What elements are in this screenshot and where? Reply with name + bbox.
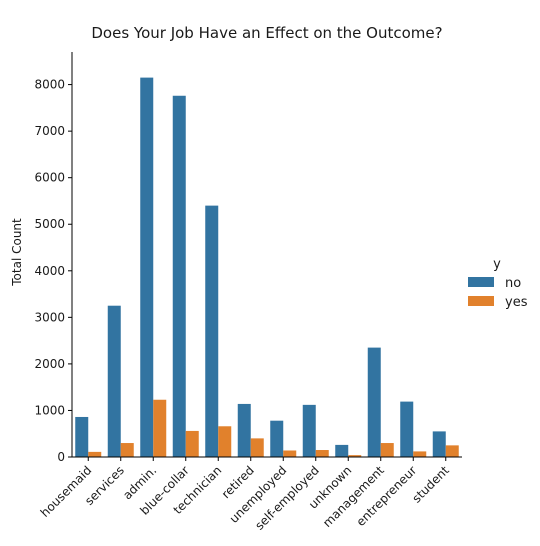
bar-yes-housemaid bbox=[88, 451, 102, 457]
bar-no-student bbox=[432, 431, 446, 457]
legend-label-yes: yes bbox=[505, 295, 528, 310]
bar-no-entrepreneur bbox=[400, 401, 414, 457]
legend-title: y bbox=[493, 257, 501, 272]
x-tick-label-housemaid: housemaid bbox=[38, 463, 95, 520]
bar-no-unknown bbox=[335, 444, 349, 457]
y-tick-label: 5000 bbox=[34, 217, 65, 231]
bar-yes-student bbox=[445, 445, 459, 457]
bar-no-technician bbox=[205, 205, 219, 457]
y-tick-label: 7000 bbox=[34, 124, 65, 138]
legend-label-no: no bbox=[505, 276, 521, 291]
bar-no-self-employed bbox=[302, 404, 316, 457]
bar-yes-blue-collar bbox=[185, 430, 199, 457]
y-ticks: 0 1000 2000 3000 4000 5000 6000 7000 8000 bbox=[34, 78, 72, 464]
bar-yes-management bbox=[380, 443, 394, 457]
bar-no-blue-collar bbox=[172, 95, 186, 458]
y-tick-label: 1000 bbox=[34, 403, 65, 417]
chart-title: Does Your Job Have an Effect on the Outc… bbox=[91, 24, 442, 42]
bar-no-services bbox=[107, 305, 121, 457]
legend-swatch-yes bbox=[468, 296, 494, 306]
bar-no-housemaid bbox=[75, 416, 89, 457]
x-tick-label-student: student bbox=[410, 463, 453, 506]
y-tick-label: 3000 bbox=[34, 310, 65, 324]
bars-layer bbox=[75, 77, 459, 458]
y-tick-label: 0 bbox=[57, 450, 65, 464]
y-tick-label: 8000 bbox=[34, 78, 65, 92]
bar-no-unemployed bbox=[270, 420, 284, 457]
y-tick-label: 6000 bbox=[34, 171, 65, 185]
bar-no-retired bbox=[237, 403, 251, 457]
legend: y no yes bbox=[468, 257, 528, 310]
bar-yes-entrepreneur bbox=[413, 451, 427, 457]
bar-no-admin. bbox=[140, 77, 154, 457]
y-axis-label: Total Count bbox=[10, 218, 24, 287]
bar-yes-unknown bbox=[348, 455, 362, 457]
bar-yes-self-employed bbox=[315, 450, 329, 457]
x-ticks: housemaidservicesadmin.blue-collartechni… bbox=[38, 457, 452, 533]
bar-no-management bbox=[367, 347, 381, 457]
y-tick-label: 2000 bbox=[34, 357, 65, 371]
bar-yes-technician bbox=[218, 426, 232, 457]
bar-yes-unemployed bbox=[283, 450, 297, 457]
bar-yes-retired bbox=[250, 438, 264, 457]
bar-yes-services bbox=[120, 443, 134, 457]
y-tick-label: 4000 bbox=[34, 264, 65, 278]
legend-swatch-no bbox=[468, 277, 494, 287]
bar-yes-admin. bbox=[153, 399, 167, 457]
